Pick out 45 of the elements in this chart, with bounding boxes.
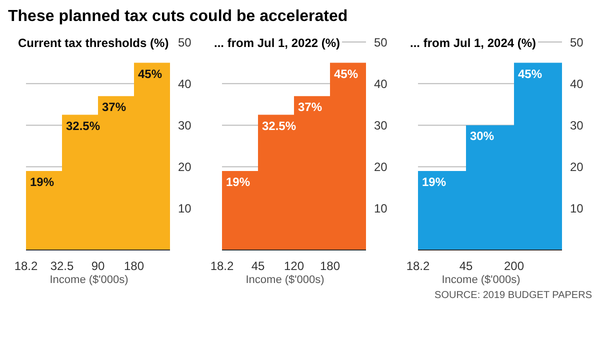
data-label: 19%	[30, 174, 54, 189]
y-tick-label: 10	[374, 202, 388, 216]
y-tick-label: 10	[570, 202, 584, 216]
x-tick-label: 200	[504, 259, 524, 273]
y-tick-label: 10	[178, 202, 192, 216]
y-tick-label: 30	[570, 118, 584, 132]
chart-subtitle: Current tax thresholds (%)	[16, 36, 171, 50]
y-tick-label: 40	[178, 76, 192, 91]
y-tick-label: 20	[570, 160, 584, 174]
y-tick-label: 20	[374, 160, 388, 174]
y-tick-label: 20	[178, 160, 192, 174]
data-label: 19%	[226, 174, 250, 189]
source-note: SOURCE: 2019 BUDGET PAPERS	[434, 290, 592, 301]
x-axis-title: Income ($'000s)	[440, 274, 522, 286]
x-tick-label: 45	[251, 259, 265, 273]
x-axis-title: Income ($'000s)	[48, 274, 130, 286]
y-tick-label: 50	[570, 35, 584, 50]
data-label: 32.5%	[262, 118, 296, 133]
chart-subtitle: ... from Jul 1, 2022 (%)	[212, 36, 342, 50]
data-label: 37%	[102, 100, 126, 114]
x-tick-label: 90	[91, 259, 105, 273]
data-label: 45%	[334, 66, 358, 81]
chart-title: These planned tax cuts could be accelerated	[8, 8, 349, 26]
chart-subtitle: ... from Jul 1, 2024 (%)	[408, 36, 538, 50]
data-label: 19%	[422, 174, 446, 189]
x-tick-label: 180	[320, 259, 340, 273]
x-tick-label: 120	[284, 259, 304, 273]
x-axis-title: Income ($'000s)	[244, 274, 326, 286]
data-label: 37%	[298, 100, 322, 114]
x-tick-label: 32.5	[50, 259, 74, 273]
x-tick-label: 18.2	[406, 259, 430, 273]
x-tick-label: 180	[124, 259, 144, 273]
data-label: 45%	[518, 66, 542, 81]
data-label: 32.5%	[66, 118, 100, 133]
data-label: 45%	[138, 66, 162, 81]
x-tick-label: 45	[459, 259, 473, 273]
y-tick-label: 30	[178, 118, 192, 132]
data-label: 30%	[470, 129, 494, 144]
x-tick-label: 18.2	[210, 259, 234, 273]
y-tick-label: 40	[374, 76, 388, 91]
x-tick-label: 18.2	[14, 259, 38, 273]
y-tick-label: 50	[374, 35, 388, 50]
y-tick-label: 50	[178, 35, 192, 50]
y-tick-label: 30	[374, 118, 388, 132]
y-tick-label: 40	[570, 76, 584, 91]
